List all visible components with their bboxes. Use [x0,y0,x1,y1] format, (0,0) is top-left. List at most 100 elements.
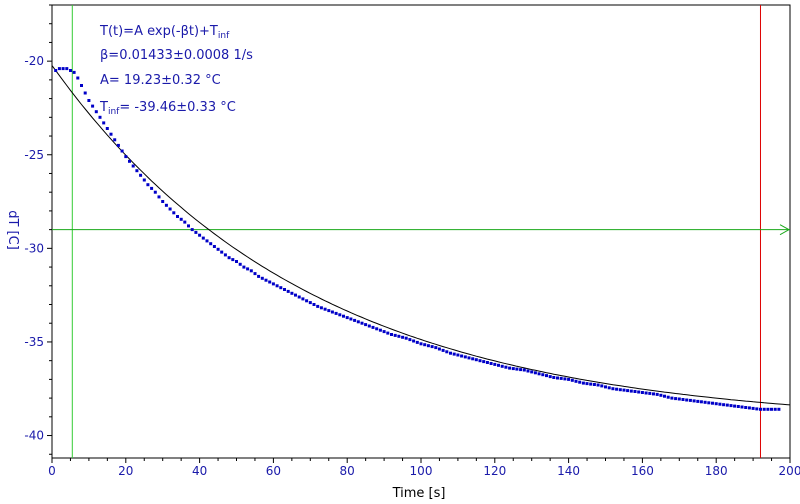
fit-beta: β=0.01433±0.0008 1/s [100,48,253,63]
data-point [312,303,316,306]
data-point [290,291,294,295]
y-axis-ticks: -20 -25 -30 -35 -40 [24,4,52,455]
data-point [755,407,759,411]
data-point [718,402,722,406]
x-tick-label: 200 [779,464,800,478]
data-point [102,121,106,125]
data-point [109,132,113,136]
data-point [223,253,227,257]
data-point [511,367,515,371]
x-tick-label: 120 [483,464,506,478]
data-point [179,217,183,221]
data-point [356,320,360,324]
x-axis-ticks: 0 20 40 60 80 100 120 140 160 180 200 [48,458,800,478]
data-point [161,200,165,203]
data-point [637,390,641,394]
y-tick-label: -35 [24,335,44,349]
data-point [648,391,652,395]
data-point [699,400,703,404]
data-point [692,399,696,403]
data-point [674,397,678,401]
x-axis-label: Time [s] [392,486,446,501]
data-point [548,375,552,379]
fit-t-inf: Tinf= -39.46±0.33 °C [99,100,236,117]
data-point [522,368,526,372]
data-point [382,330,386,334]
data-point [670,396,674,400]
data-point [94,110,98,114]
data-point [423,343,427,347]
data-point [316,304,320,308]
data-point [249,269,253,273]
data-point [714,402,718,406]
data-point [659,393,663,397]
data-point [592,383,596,386]
data-point [98,115,102,119]
data-point [703,400,707,404]
data-point [338,313,342,317]
data-point [342,314,345,318]
data-point [478,359,482,363]
data-point [150,186,154,190]
data-point [640,391,644,394]
data-point [482,360,486,364]
x-tick-label: 20 [118,464,133,478]
data-point [766,407,770,411]
data-point [744,406,748,409]
data-point [61,67,65,71]
data-point [677,397,681,401]
data-point [87,99,91,102]
data-point [69,69,72,72]
data-point [283,288,286,291]
data-point [618,388,622,392]
data-point [153,190,157,194]
data-point [497,363,500,367]
data-point [589,382,593,386]
data-point [205,239,209,243]
data-point [257,274,261,278]
data-point [286,289,290,293]
data-point [238,262,242,266]
data-point [600,384,604,388]
data-point [353,318,357,322]
data-points [54,67,781,411]
fit-t-inf-post: = -39.46±0.33 °C [119,100,235,115]
data-point [578,380,582,384]
data-point [537,372,541,376]
data-point [563,377,567,381]
data-point [736,405,740,408]
x-tick-label: 0 [48,464,56,478]
data-point [441,348,445,352]
data-point [574,379,578,383]
data-point [533,371,537,375]
data-point [545,374,548,378]
data-point [401,335,405,339]
data-point [139,173,143,177]
fit-equation-main: T(t)=A exp(-βt)+T [99,24,218,39]
data-point [452,352,456,356]
data-point [515,367,519,371]
data-point [666,395,670,399]
data-point [596,383,600,387]
x-tick-label: 40 [192,464,207,478]
data-point [212,245,216,248]
data-point [334,311,338,315]
fit-curve [52,65,790,406]
data-point [319,306,323,310]
data-point [759,407,762,411]
data-point [471,357,475,361]
data-point [489,362,493,365]
y-tick-label: -40 [24,429,44,443]
data-point [124,155,128,159]
data-point [530,370,534,374]
data-point [246,267,250,271]
data-point [622,388,626,392]
data-point [740,405,744,409]
data-point [378,328,382,332]
data-point [227,256,231,260]
data-point [367,324,371,328]
data-point [164,203,168,207]
fit-t-inf-pre: T [99,100,108,115]
data-point [581,381,585,385]
data-point [327,309,331,313]
